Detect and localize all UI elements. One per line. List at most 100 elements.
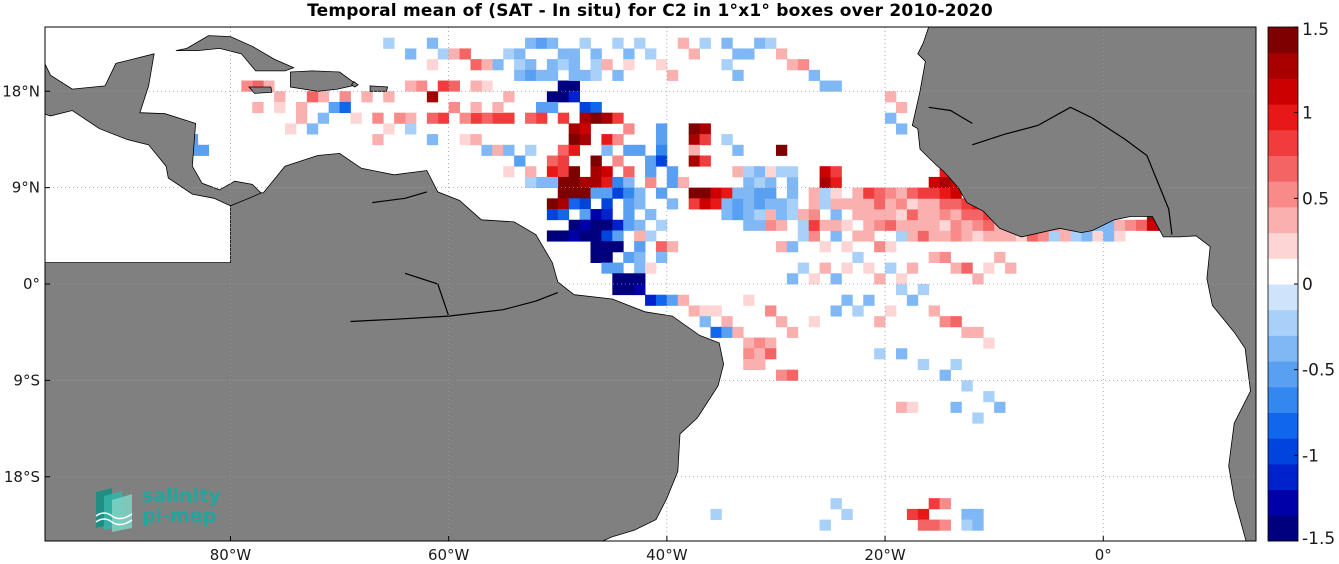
land-jamaica bbox=[248, 86, 273, 94]
heatmap-cell bbox=[317, 91, 330, 103]
heatmap-cell bbox=[765, 305, 777, 317]
heatmap-cell bbox=[928, 230, 941, 242]
heatmap-cell bbox=[819, 176, 831, 189]
heatmap-cell bbox=[699, 305, 711, 317]
heatmap-cell bbox=[917, 219, 930, 231]
heatmap-cell bbox=[612, 241, 624, 253]
heatmap-cell bbox=[383, 91, 395, 103]
heatmap-cell bbox=[775, 241, 788, 253]
heatmap-cell bbox=[459, 134, 471, 146]
heatmap-cell bbox=[852, 198, 864, 210]
colorbar-segment bbox=[1268, 78, 1298, 105]
heatmap-cell bbox=[754, 198, 766, 210]
colorbar-segment bbox=[1268, 463, 1298, 491]
heatmap-cell bbox=[874, 209, 886, 221]
heatmap-cell bbox=[906, 198, 919, 210]
y-tick-label: 0° bbox=[23, 275, 40, 293]
heatmap-cell bbox=[754, 337, 766, 349]
heatmap-cell bbox=[950, 198, 962, 210]
heatmap-cell bbox=[775, 369, 788, 381]
x-tick-label: 20°W bbox=[864, 546, 906, 564]
heatmap-cell bbox=[765, 219, 777, 231]
colorbar: 1.5 1 0.5 0 -0.5 -1 -1.5 bbox=[1267, 20, 1335, 549]
heatmap-cell bbox=[1005, 262, 1017, 274]
heatmap-cell bbox=[623, 176, 635, 189]
heatmap-cell bbox=[983, 262, 995, 274]
heatmap-cell bbox=[885, 262, 897, 274]
heatmap-cell bbox=[819, 187, 831, 199]
heatmap-cell bbox=[863, 230, 875, 242]
heatmap-cell bbox=[895, 273, 908, 285]
heatmap-cell bbox=[732, 166, 744, 178]
heatmap-cell bbox=[645, 262, 657, 274]
heatmap-cell bbox=[579, 37, 591, 49]
land-south-america bbox=[45, 152, 725, 541]
colorbar-segment bbox=[1268, 386, 1298, 413]
heatmap-cell bbox=[841, 262, 853, 274]
heatmap-cell bbox=[197, 144, 210, 156]
heatmap-cell bbox=[797, 262, 810, 274]
heatmap-cell bbox=[612, 37, 624, 49]
heatmap-cell bbox=[568, 198, 580, 210]
heatmap-cell bbox=[1103, 230, 1115, 242]
heatmap-cell bbox=[874, 273, 886, 285]
heatmap-cell bbox=[557, 48, 570, 60]
x-tick-label: 80°W bbox=[210, 546, 252, 564]
heatmap-cell bbox=[743, 209, 755, 221]
heatmap-cell bbox=[241, 80, 253, 92]
heatmap-cell bbox=[655, 294, 668, 306]
heatmap-cell bbox=[514, 48, 526, 60]
heatmap-cell bbox=[786, 369, 799, 381]
heatmap-cell bbox=[612, 284, 624, 296]
heatmap-cell bbox=[1103, 219, 1115, 231]
colorbar-segment bbox=[1268, 232, 1298, 259]
heatmap-cell bbox=[601, 187, 613, 199]
heatmap-cell bbox=[546, 59, 559, 71]
heatmap-cell bbox=[961, 508, 973, 520]
heatmap-cell bbox=[601, 176, 613, 189]
heatmap-cell bbox=[655, 219, 668, 231]
heatmap-cell bbox=[623, 251, 635, 263]
heatmap-cell bbox=[557, 198, 570, 210]
heatmap-cell bbox=[688, 123, 700, 135]
heatmap-cell bbox=[775, 219, 788, 231]
heatmap-cell bbox=[492, 101, 504, 114]
heatmap-cell bbox=[972, 209, 984, 221]
heatmap-cell bbox=[437, 48, 450, 60]
colorbar-segment bbox=[1268, 412, 1298, 439]
heatmap-cell bbox=[590, 69, 602, 81]
colorbar-segment bbox=[1268, 27, 1298, 54]
heatmap-cell bbox=[895, 123, 908, 135]
land-africa bbox=[911, 27, 1256, 541]
heatmap-cell bbox=[786, 176, 799, 189]
heatmap-cell bbox=[590, 112, 602, 124]
heatmap-cell bbox=[514, 155, 526, 167]
heatmap-cell bbox=[841, 219, 853, 231]
heatmap-cell bbox=[295, 112, 308, 124]
heatmap-cell bbox=[634, 273, 646, 285]
heatmap-cell bbox=[688, 48, 700, 60]
heatmap-cell bbox=[623, 48, 635, 60]
heatmap-cell bbox=[492, 112, 504, 124]
heatmap-cell bbox=[601, 166, 613, 178]
heatmap-cell bbox=[786, 166, 799, 178]
heatmap-cell bbox=[666, 166, 679, 178]
heatmap-cell bbox=[765, 198, 777, 210]
heatmap-cell bbox=[383, 123, 395, 135]
colorbar-segment bbox=[1268, 104, 1298, 131]
heatmap-cell bbox=[470, 112, 482, 124]
heatmap-cell bbox=[917, 519, 930, 531]
heatmap-cell bbox=[841, 241, 853, 253]
heatmap-cell bbox=[426, 134, 439, 146]
heatmap-cell bbox=[557, 187, 570, 199]
heatmap-cell bbox=[405, 80, 417, 92]
heatmap-cell bbox=[710, 198, 722, 210]
heatmap-cell bbox=[252, 101, 264, 114]
heatmap-cell bbox=[721, 326, 733, 338]
heatmap-cell bbox=[797, 59, 810, 71]
heatmap-cell bbox=[666, 241, 679, 253]
heatmap-cell bbox=[950, 219, 962, 231]
heatmap-cell bbox=[863, 187, 875, 199]
heatmap-cell bbox=[623, 209, 635, 221]
heatmap-cell bbox=[579, 112, 591, 124]
